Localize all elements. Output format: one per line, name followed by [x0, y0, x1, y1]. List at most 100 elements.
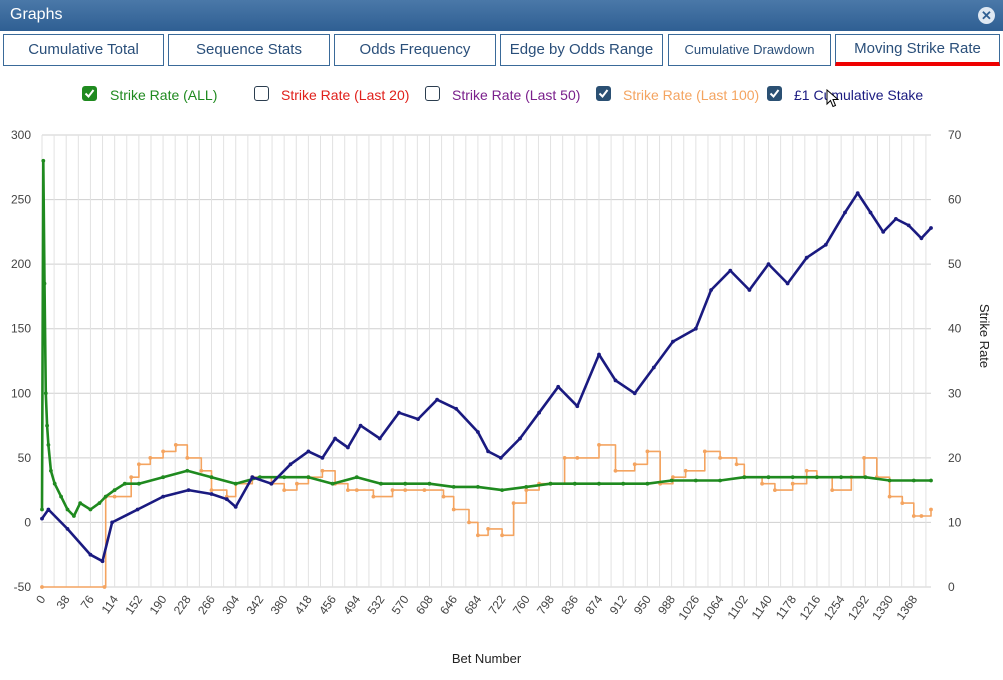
tab-cumulative-drawdown[interactable]: Cumulative Drawdown [668, 34, 831, 66]
data-point [863, 475, 868, 480]
y-tick-label-right: 20 [948, 451, 962, 465]
data-point [269, 481, 274, 486]
data-point [790, 481, 795, 486]
data-point [718, 456, 722, 460]
data-point [645, 449, 650, 454]
data-point [613, 468, 618, 473]
window-title: Graphs [10, 6, 63, 23]
x-axis-label: Bet Number [452, 651, 522, 666]
data-point [476, 533, 480, 538]
tab-sequence-stats[interactable]: Sequence Stats [168, 34, 330, 66]
data-point [100, 559, 105, 564]
x-tick-label: 1330 [869, 592, 896, 622]
data-point [97, 501, 102, 505]
data-point [887, 494, 892, 499]
data-point [122, 481, 127, 486]
data-point [511, 501, 516, 505]
data-point [103, 494, 108, 499]
x-tick-label: 722 [486, 592, 509, 617]
data-point [427, 481, 432, 486]
x-tick-label: 1292 [845, 592, 872, 622]
mouse-cursor-icon [826, 89, 840, 108]
data-point [498, 456, 503, 460]
data-point [320, 468, 325, 473]
x-tick-label: 912 [607, 592, 630, 617]
x-tick-label: 152 [122, 592, 145, 617]
data-point [718, 478, 722, 483]
tab-odds-frequency[interactable]: Odds Frequency [334, 34, 496, 66]
x-tick-label: 418 [292, 592, 315, 617]
data-point [562, 456, 567, 460]
legend-item-strike-rate-all[interactable]: Strike Rate (ALL) [82, 86, 232, 106]
data-point [306, 475, 311, 480]
data-point [823, 242, 828, 247]
data-point [572, 481, 577, 486]
data-point [371, 494, 376, 499]
data-point [185, 468, 190, 473]
legend-item-cumulative-stake[interactable]: £1 Cumulative Stake [767, 86, 927, 106]
tab-cumulative-total[interactable]: Cumulative Total [3, 34, 164, 66]
y-tick-label-right: 30 [948, 386, 962, 400]
data-point [282, 488, 287, 492]
data-point [773, 488, 777, 492]
legend-item-strike-rate-last-100[interactable]: Strike Rate (Last 100) [596, 86, 761, 106]
y-tick-label-left: 50 [18, 451, 32, 465]
data-point [919, 514, 924, 518]
close-icon[interactable]: ✕ [978, 7, 995, 24]
data-point [575, 404, 580, 409]
legend-label: Strike Rate (Last 50) [452, 87, 581, 103]
data-point [390, 488, 395, 492]
data-point [40, 585, 44, 589]
x-tick-label: 608 [413, 592, 436, 617]
data-point [441, 494, 446, 499]
legend-item-strike-rate-last-50[interactable]: Strike Rate (Last 50) [425, 86, 585, 106]
x-tick-label: 950 [631, 592, 654, 617]
data-point [186, 488, 191, 492]
tab-edge-by-odds-range[interactable]: Edge by Odds Range [500, 34, 663, 66]
x-tick-label: 1254 [821, 592, 848, 622]
data-point [59, 494, 63, 499]
data-point [46, 507, 51, 512]
y-tick-label-right: 60 [948, 193, 962, 207]
data-point [785, 281, 790, 286]
y-tick-label-left: 250 [11, 193, 31, 207]
data-point [233, 505, 238, 509]
window-titlebar: Graphs ✕ [0, 0, 1003, 31]
data-point [224, 497, 229, 502]
data-point [52, 481, 57, 486]
data-point [88, 507, 93, 512]
data-point [78, 501, 83, 505]
data-point [135, 507, 140, 512]
checkbox-checked-icon[interactable] [767, 86, 782, 101]
x-tick-label: 532 [365, 592, 388, 617]
tab-moving-strike-rate[interactable]: Moving Strike Rate [835, 34, 1000, 66]
data-point [537, 410, 541, 415]
data-point [346, 488, 350, 492]
data-point [403, 488, 408, 492]
data-point [709, 288, 713, 292]
y-tick-label-right: 10 [948, 515, 962, 529]
y-tick-label-left: 150 [11, 322, 31, 336]
data-point [518, 436, 522, 441]
data-point [929, 226, 933, 230]
data-point [683, 468, 688, 473]
x-tick-label: 76 [78, 592, 97, 611]
checkbox-unchecked-icon[interactable] [254, 86, 269, 101]
data-point [451, 507, 456, 512]
data-point [454, 406, 459, 411]
checkbox-unchecked-icon[interactable] [425, 86, 440, 101]
x-tick-label: 1140 [749, 592, 775, 621]
data-point [209, 475, 214, 480]
data-point [742, 475, 747, 480]
checkbox-checked-icon[interactable] [596, 86, 611, 101]
data-point [804, 468, 809, 473]
x-tick-label: 684 [461, 592, 484, 617]
data-point [804, 255, 809, 260]
data-point [486, 527, 490, 531]
x-tick-label: 1368 [893, 592, 920, 622]
x-tick-label: 228 [171, 592, 194, 617]
legend-item-strike-rate-last-20[interactable]: Strike Rate (Last 20) [254, 86, 414, 106]
checkbox-checked-icon[interactable] [82, 86, 97, 101]
data-point [43, 391, 48, 396]
